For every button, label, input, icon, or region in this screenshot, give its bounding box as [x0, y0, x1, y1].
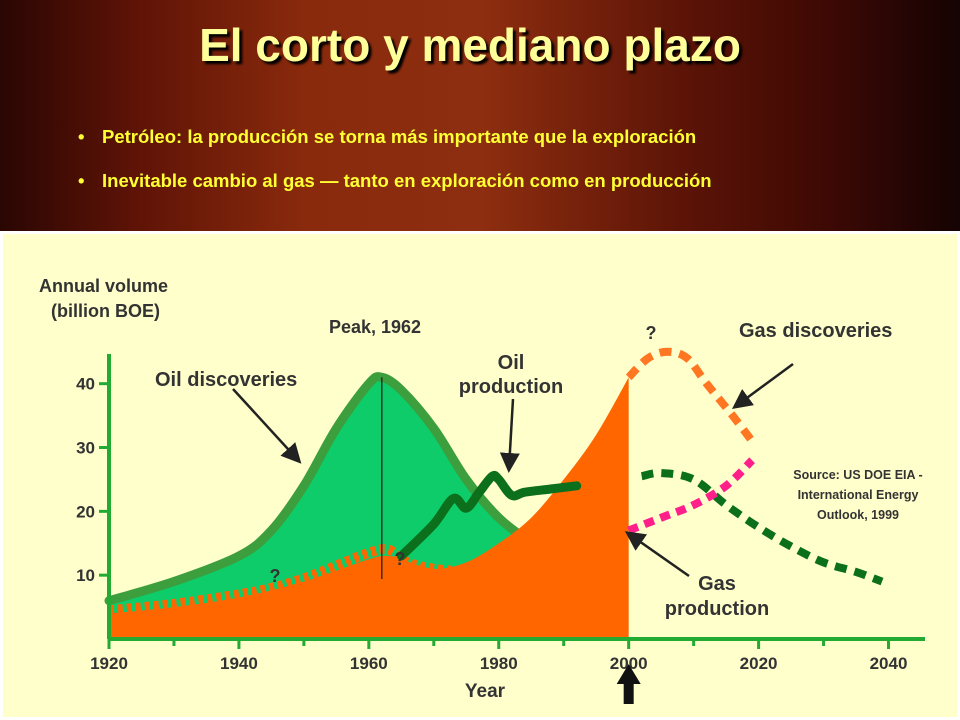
oil-production-forecast-line	[640, 469, 884, 586]
y-tick-label: 40	[76, 375, 95, 394]
x-tick-label: 2040	[870, 654, 908, 673]
question-mark-label: ?	[646, 323, 657, 343]
y-axis-title: (billion BOE)	[51, 301, 160, 321]
gas-production-arrow	[624, 531, 690, 578]
x-tick-label: 2020	[740, 654, 778, 673]
x-axis-title: Year	[465, 681, 506, 702]
oil-production-arrow	[499, 398, 520, 473]
x-tick-label: 1940	[220, 654, 258, 673]
source-note-line: Source: US DOE EIA -	[793, 468, 922, 482]
production-discovery-chart: 1920 1940 1960 1980 2000 2020 2040 10 20 30 40 Annu…	[39, 276, 925, 704]
y-tick-label: 10	[76, 566, 95, 585]
gas-discoveries-line	[625, 347, 756, 444]
peak-label: Peak, 1962	[329, 317, 421, 337]
estimated-discoveries-dotted-edge	[108, 544, 467, 616]
slide-title: El corto y mediano plazo	[199, 19, 741, 71]
bullet-item: Petróleo: la producción se torna más imp…	[78, 126, 712, 148]
year-2000-up-arrow	[616, 664, 641, 704]
gas-production-label: Gas	[698, 573, 736, 595]
question-mark-label: ?	[395, 549, 406, 569]
gas-production-forecast-line	[627, 457, 755, 535]
bullet-item: Inevitable cambio al gas — tanto en expl…	[78, 170, 712, 192]
question-mark-label: ?	[270, 566, 281, 586]
gas-discoveries-label: Gas discoveries	[739, 320, 892, 342]
x-tick-label: 1960	[350, 654, 388, 673]
x-tick-label: 1980	[480, 654, 518, 673]
y-tick-label: 30	[76, 439, 95, 458]
y-tick-label: 20	[76, 502, 95, 521]
oil-production-line	[396, 470, 582, 561]
gas-discoveries-arrow	[731, 362, 794, 409]
y-axis-title: Annual volume	[39, 276, 168, 296]
chart-panel: 1920 1940 1960 1980 2000 2020 2040 10 20 30 40 Annu…	[0, 231, 960, 720]
oil-production-label: Oil	[498, 352, 525, 374]
gas-production-label: production	[665, 598, 769, 620]
bullet-list: Petróleo: la producción se torna más imp…	[78, 126, 712, 214]
source-note-line: International Energy	[798, 488, 919, 502]
source-note-line: Outlook, 1999	[817, 508, 899, 522]
oil-discoveries-arrow	[232, 388, 302, 464]
x-tick-label: 2000	[610, 654, 648, 673]
oil-production-label: production	[459, 376, 563, 398]
gas-production-area	[109, 377, 629, 639]
oil-discoveries-label: Oil discoveries	[155, 369, 297, 391]
x-tick-label: 1920	[90, 654, 128, 673]
